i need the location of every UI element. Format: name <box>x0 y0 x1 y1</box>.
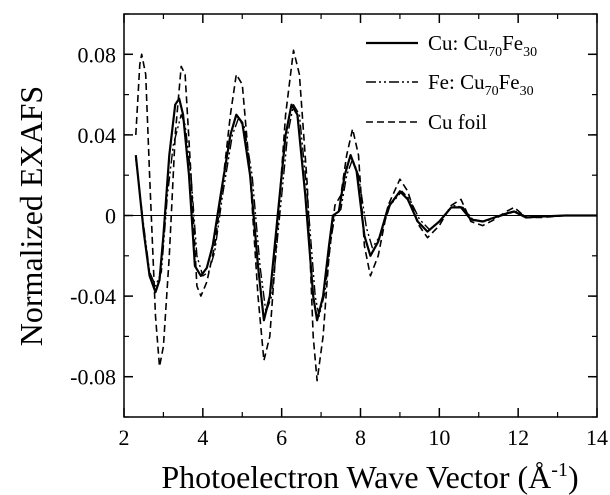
x-axis-label: Photoelectron Wave Vector (Å-1) <box>161 459 578 495</box>
legend-label-fe-in-cu70fe30: Fe: Cu70Fe30 <box>428 70 534 99</box>
y-tick-label: -0.08 <box>70 365 116 390</box>
x-tick-label: 6 <box>276 425 287 450</box>
y-tick-label: 0 <box>105 204 116 229</box>
x-axis-label-main: Photoelectron Wave Vector (Å <box>161 459 551 495</box>
legend-label-cu-foil: Cu foil <box>428 110 487 134</box>
x-tick-label: 10 <box>428 425 450 450</box>
y-tick-label: 0.04 <box>78 123 117 148</box>
x-tick-label: 12 <box>507 425 529 450</box>
y-tick-label: -0.04 <box>70 284 116 309</box>
legend: Cu: Cu70Fe30 Fe: Cu70Fe30 Cu foil <box>366 31 537 134</box>
plot-frame-group <box>123 13 598 418</box>
legend-label-cu-in-cu70fe30: Cu: Cu70Fe30 <box>428 31 537 60</box>
series-line-cu-in-cu70fe30 <box>134 97 597 322</box>
x-tick-label: 8 <box>355 425 366 450</box>
x-tick-label: 2 <box>119 425 130 450</box>
y-axis-label: Normalized EXAFS <box>13 86 49 346</box>
ticks-group: 2 4 6 8 10 12 14 0.08 0.04 0 -0.04 -0.08 <box>70 13 608 450</box>
x-axis-label-close: ) <box>568 459 579 495</box>
x-tick-label: 4 <box>197 425 208 450</box>
x-tick-label: 14 <box>586 425 608 450</box>
series-line-fe-in-cu70fe30 <box>135 104 597 317</box>
x-axis-label-sup: -1 <box>551 459 568 481</box>
series-line-cu-foil <box>135 49 597 382</box>
series-group <box>134 49 597 382</box>
y-tick-label: 0.08 <box>78 42 117 67</box>
